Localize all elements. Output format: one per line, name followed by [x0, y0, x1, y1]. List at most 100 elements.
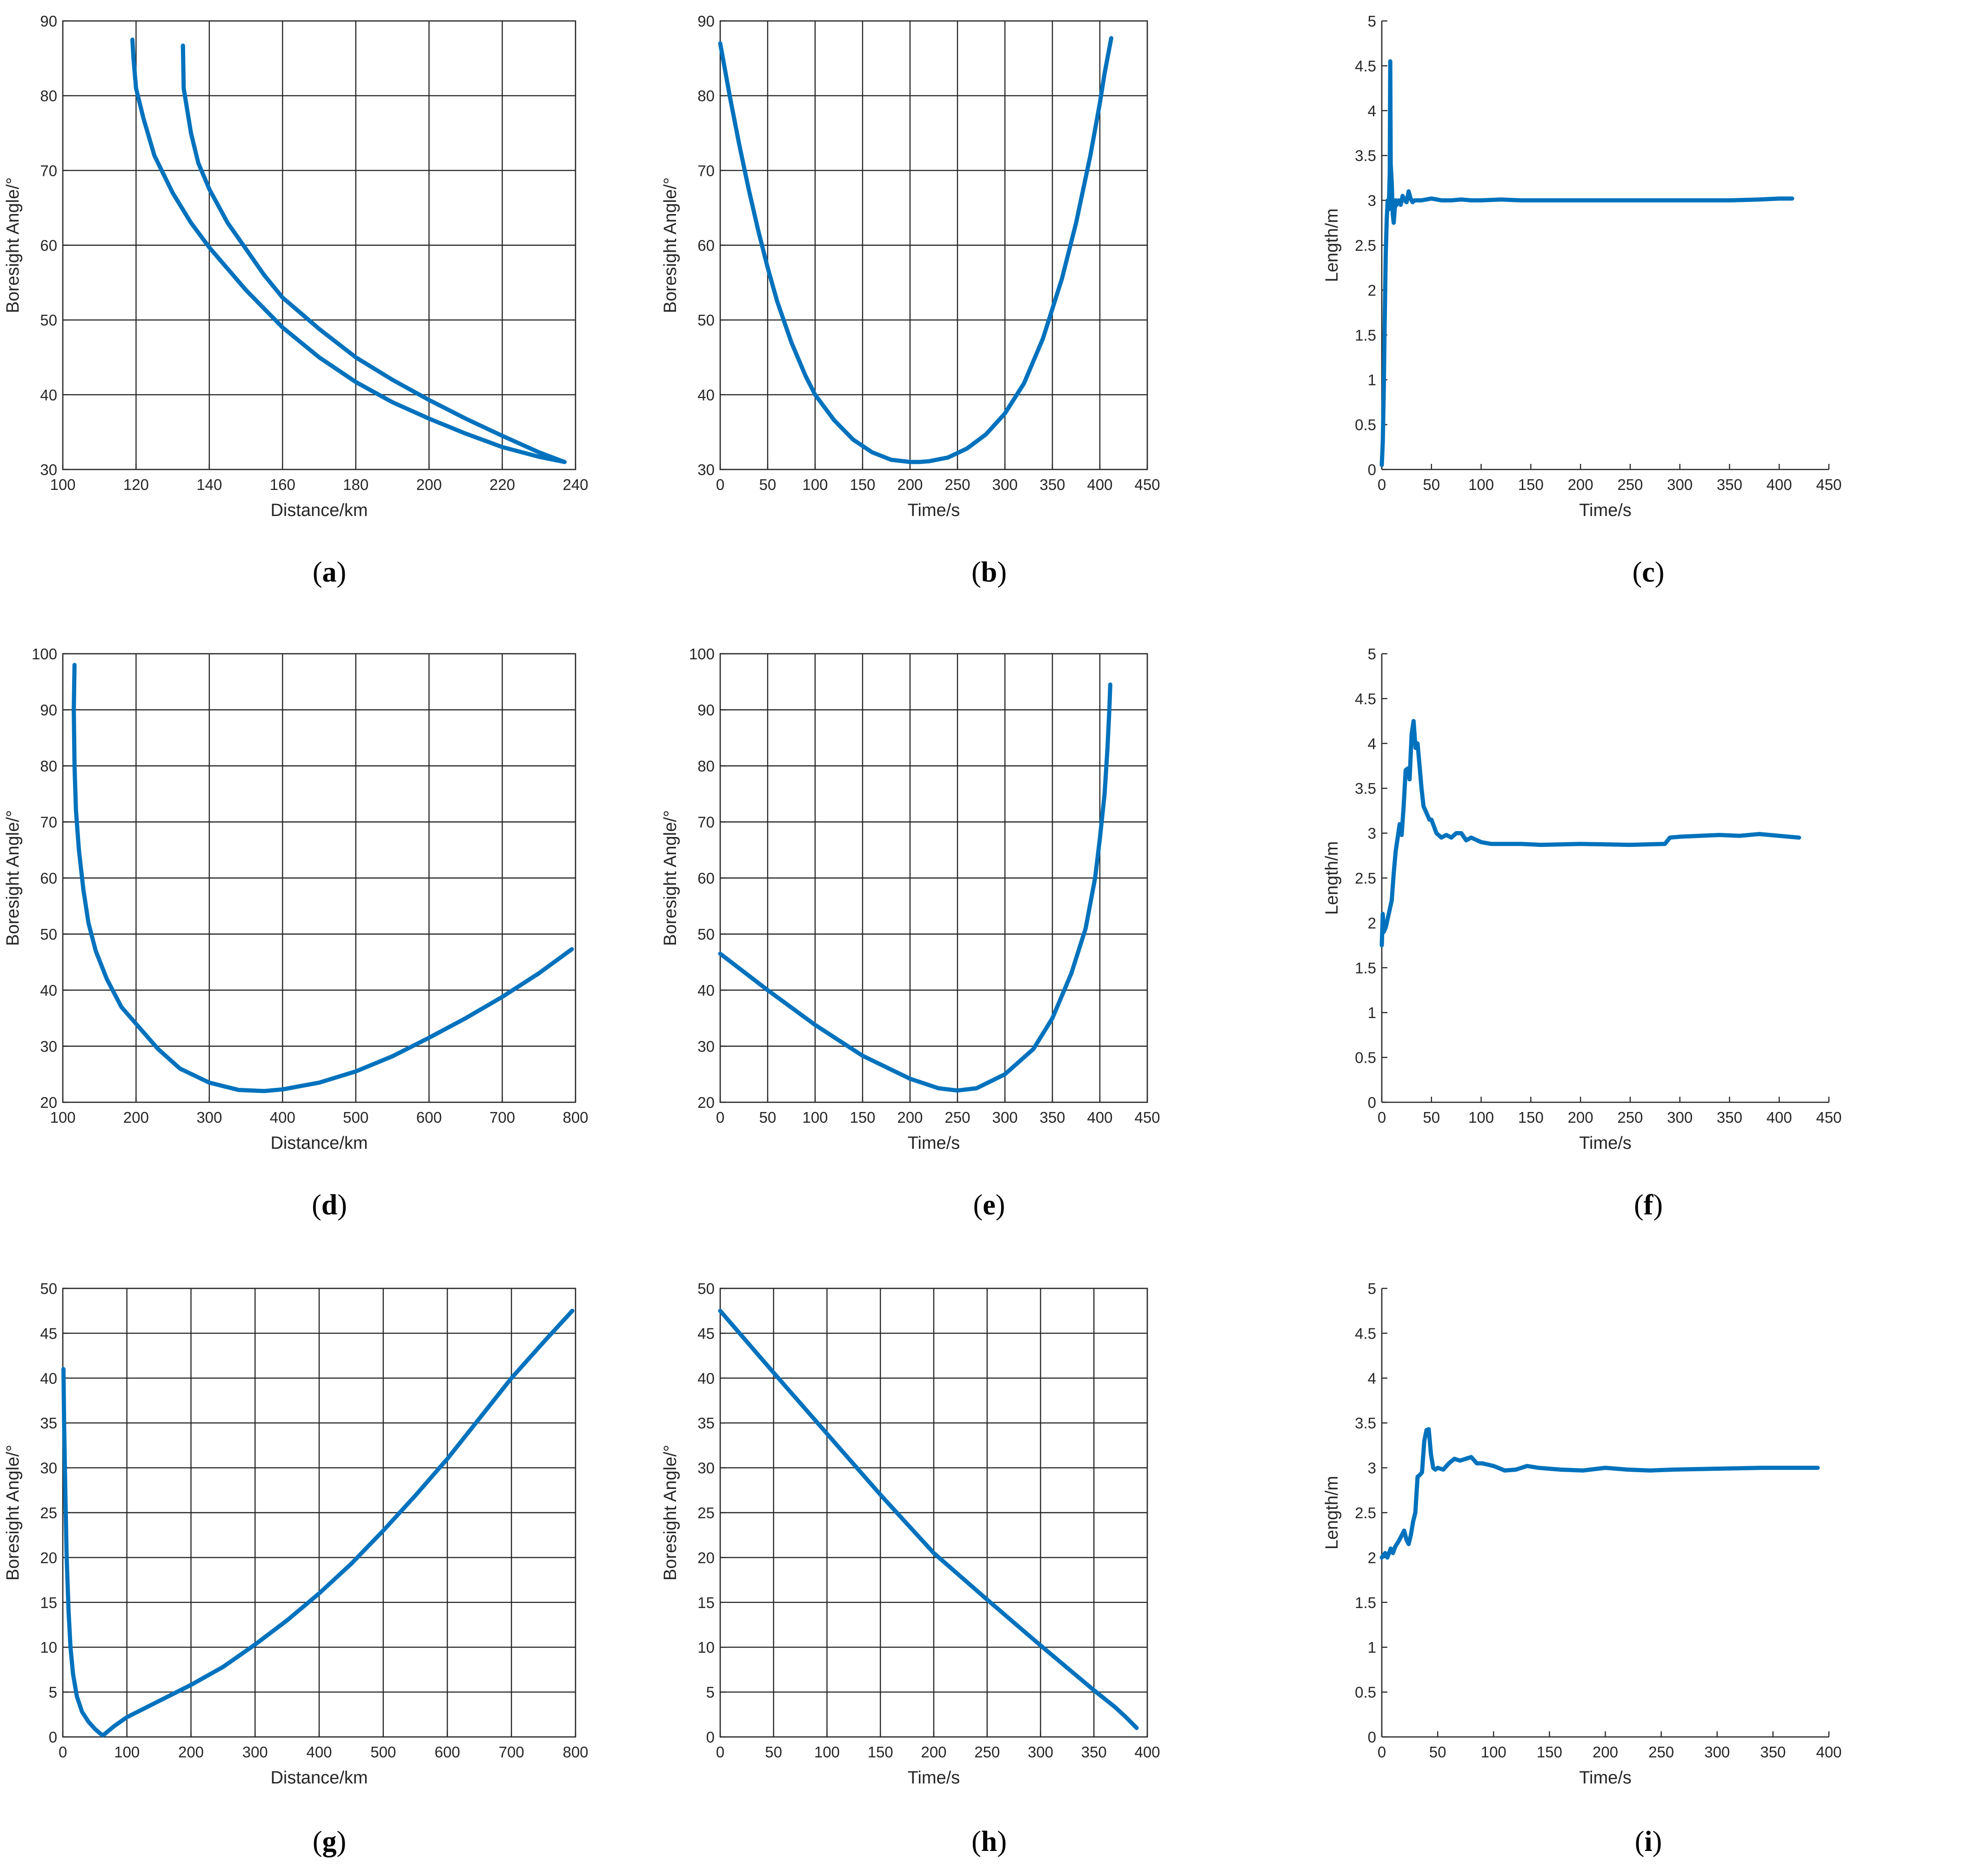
y-tick-label: 30	[697, 1460, 715, 1477]
y-tick-label: 2	[1368, 1549, 1376, 1566]
x-axis-label: Time/s	[1579, 1133, 1632, 1153]
series-line	[1379, 1427, 1820, 1560]
x-axis-label: Time/s	[1579, 1768, 1632, 1788]
y-tick-label: 20	[697, 1549, 715, 1566]
x-tick-label: 200	[921, 1743, 946, 1761]
y-tick-label: 20	[40, 1549, 57, 1566]
x-tick-label: 350	[1039, 476, 1065, 493]
x-tick-label: 0	[716, 1109, 724, 1126]
y-tick-label: 1.5	[1355, 959, 1376, 977]
y-tick-label: 30	[697, 461, 715, 478]
x-axis-label: Time/s	[908, 501, 960, 520]
y-tick-label: 0	[706, 1729, 715, 1746]
x-tick-label: 100	[802, 1109, 828, 1126]
y-tick-label: 10	[697, 1639, 715, 1656]
y-tick-label: 80	[40, 757, 57, 775]
y-tick-label: 40	[40, 386, 57, 403]
y-tick-label: 25	[40, 1504, 57, 1521]
x-tick-label: 100	[1481, 1743, 1506, 1761]
y-tick-label: 50	[697, 926, 715, 943]
x-tick-label: 400	[1816, 1743, 1841, 1761]
x-tick-label: 220	[489, 476, 515, 493]
y-tick-label: 25	[697, 1504, 715, 1521]
y-tick-label: 50	[697, 1280, 715, 1297]
y-axis-label: Length/m	[1322, 1476, 1342, 1549]
series-line	[130, 37, 567, 464]
x-axis-label: Distance/km	[270, 501, 368, 520]
x-tick-label: 400	[1767, 1109, 1792, 1126]
y-tick-label: 50	[40, 1280, 57, 1297]
x-tick-label: 150	[850, 476, 875, 493]
y-tick-label: 4	[1368, 102, 1376, 120]
y-tick-label: 10	[40, 1639, 57, 1656]
x-tick-label: 100	[814, 1743, 840, 1761]
x-tick-label: 500	[370, 1743, 396, 1761]
series-line	[181, 43, 567, 464]
y-tick-label: 35	[697, 1414, 715, 1432]
x-tick-label: 150	[1518, 1109, 1544, 1126]
x-tick-label: 200	[1593, 1743, 1618, 1761]
y-axis-label: Boresight Angle/°	[661, 810, 680, 946]
series-line	[1379, 719, 1801, 948]
x-tick-label: 250	[944, 476, 970, 493]
chart-i: 0 50 100 150 200 250 300 350 400 0 0.5 1 1.5 2 2.5 3 3.5…	[1322, 1280, 1842, 1857]
x-tick-label: 100	[802, 476, 828, 493]
y-tick-label: 20	[697, 1094, 715, 1111]
y-tick-label: 0.5	[1355, 1684, 1376, 1701]
y-tick-label: 15	[40, 1594, 57, 1611]
x-tick-label: 800	[562, 1743, 588, 1761]
y-tick-label: 90	[697, 13, 715, 30]
x-tick-label: 0	[1378, 1743, 1386, 1761]
x-tick-label: 100	[50, 476, 75, 493]
panel-label: (e)	[973, 1189, 1005, 1221]
y-tick-label: 1	[1368, 1004, 1376, 1021]
x-tick-label: 400	[306, 1743, 332, 1761]
x-tick-label: 200	[178, 1743, 204, 1761]
y-axis-label: Boresight Angle/°	[661, 1445, 680, 1581]
y-tick-label: 80	[697, 757, 715, 775]
x-axis-label: Time/s	[1579, 501, 1632, 520]
y-axis-label: Boresight Angle/°	[661, 177, 680, 313]
y-axis-label: Boresight Angle/°	[3, 1445, 23, 1581]
series-line	[718, 1308, 1139, 1730]
x-tick-label: 300	[1667, 476, 1693, 493]
y-tick-label: 3	[1368, 1460, 1376, 1477]
chart-b: 0 50 100 150 200 250 300 350 400 450 30 40 50 60 70 80 9…	[661, 13, 1160, 588]
x-tick-label: 0	[716, 1743, 724, 1761]
x-tick-label: 800	[562, 1109, 588, 1126]
y-tick-label: 40	[697, 386, 715, 403]
x-tick-label: 50	[759, 1109, 776, 1126]
y-tick-label: 5	[1368, 645, 1376, 663]
chart-e: 0 50 100 150 200 250 300 350 400 450 20 30 40 50 60 70 8…	[661, 645, 1160, 1221]
series-line	[718, 682, 1112, 1093]
y-tick-label: 60	[697, 237, 715, 254]
y-tick-label: 4.5	[1355, 57, 1376, 74]
x-tick-label: 450	[1816, 1109, 1841, 1126]
x-tick-label: 600	[435, 1743, 460, 1761]
x-tick-label: 300	[196, 1109, 222, 1126]
y-tick-label: 2.5	[1355, 870, 1376, 887]
panel-label: (b)	[971, 556, 1007, 588]
y-tick-label: 5	[1368, 13, 1376, 30]
y-tick-label: 5	[706, 1684, 715, 1701]
y-tick-label: 70	[697, 814, 715, 831]
y-tick-label: 2	[1368, 282, 1376, 299]
x-axis-label: Distance/km	[270, 1768, 368, 1788]
y-tick-label: 20	[40, 1094, 57, 1111]
y-axis-label: Boresight Angle/°	[3, 810, 23, 946]
y-tick-label: 30	[40, 461, 57, 478]
x-tick-label: 200	[1568, 1109, 1593, 1126]
x-tick-label: 160	[270, 476, 295, 493]
x-tick-label: 400	[1767, 476, 1792, 493]
x-tick-label: 450	[1134, 476, 1160, 493]
x-tick-label: 450	[1134, 1109, 1160, 1126]
y-tick-label: 0.5	[1355, 416, 1376, 434]
chart-h: 0 50 100 150 200 250 300 350 400 0 5 10 15 20 25 30 35 40…	[661, 1280, 1160, 1857]
panel-label: (g)	[313, 1826, 346, 1857]
x-tick-label: 400	[270, 1109, 295, 1126]
x-tick-label: 200	[416, 476, 442, 493]
x-tick-label: 700	[499, 1743, 524, 1761]
y-tick-label: 3	[1368, 825, 1376, 842]
x-tick-label: 300	[1028, 1743, 1053, 1761]
